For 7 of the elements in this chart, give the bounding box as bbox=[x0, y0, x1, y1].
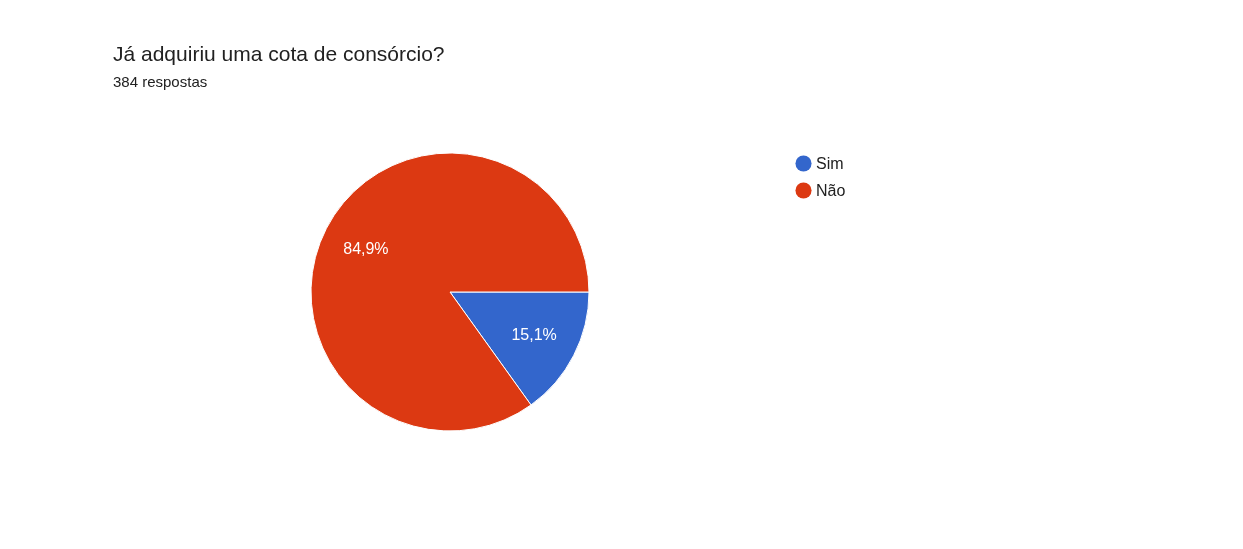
legend-label: Não bbox=[816, 181, 846, 199]
data-label: 84,9% bbox=[343, 239, 389, 257]
text: 384 respostas bbox=[113, 73, 208, 90]
chart-title: Já adquiriu uma cota de consórcio? bbox=[113, 42, 445, 65]
pie-slice bbox=[310, 152, 590, 432]
legend-label: Sim bbox=[816, 154, 844, 172]
data-label: 15,1% bbox=[511, 326, 557, 344]
